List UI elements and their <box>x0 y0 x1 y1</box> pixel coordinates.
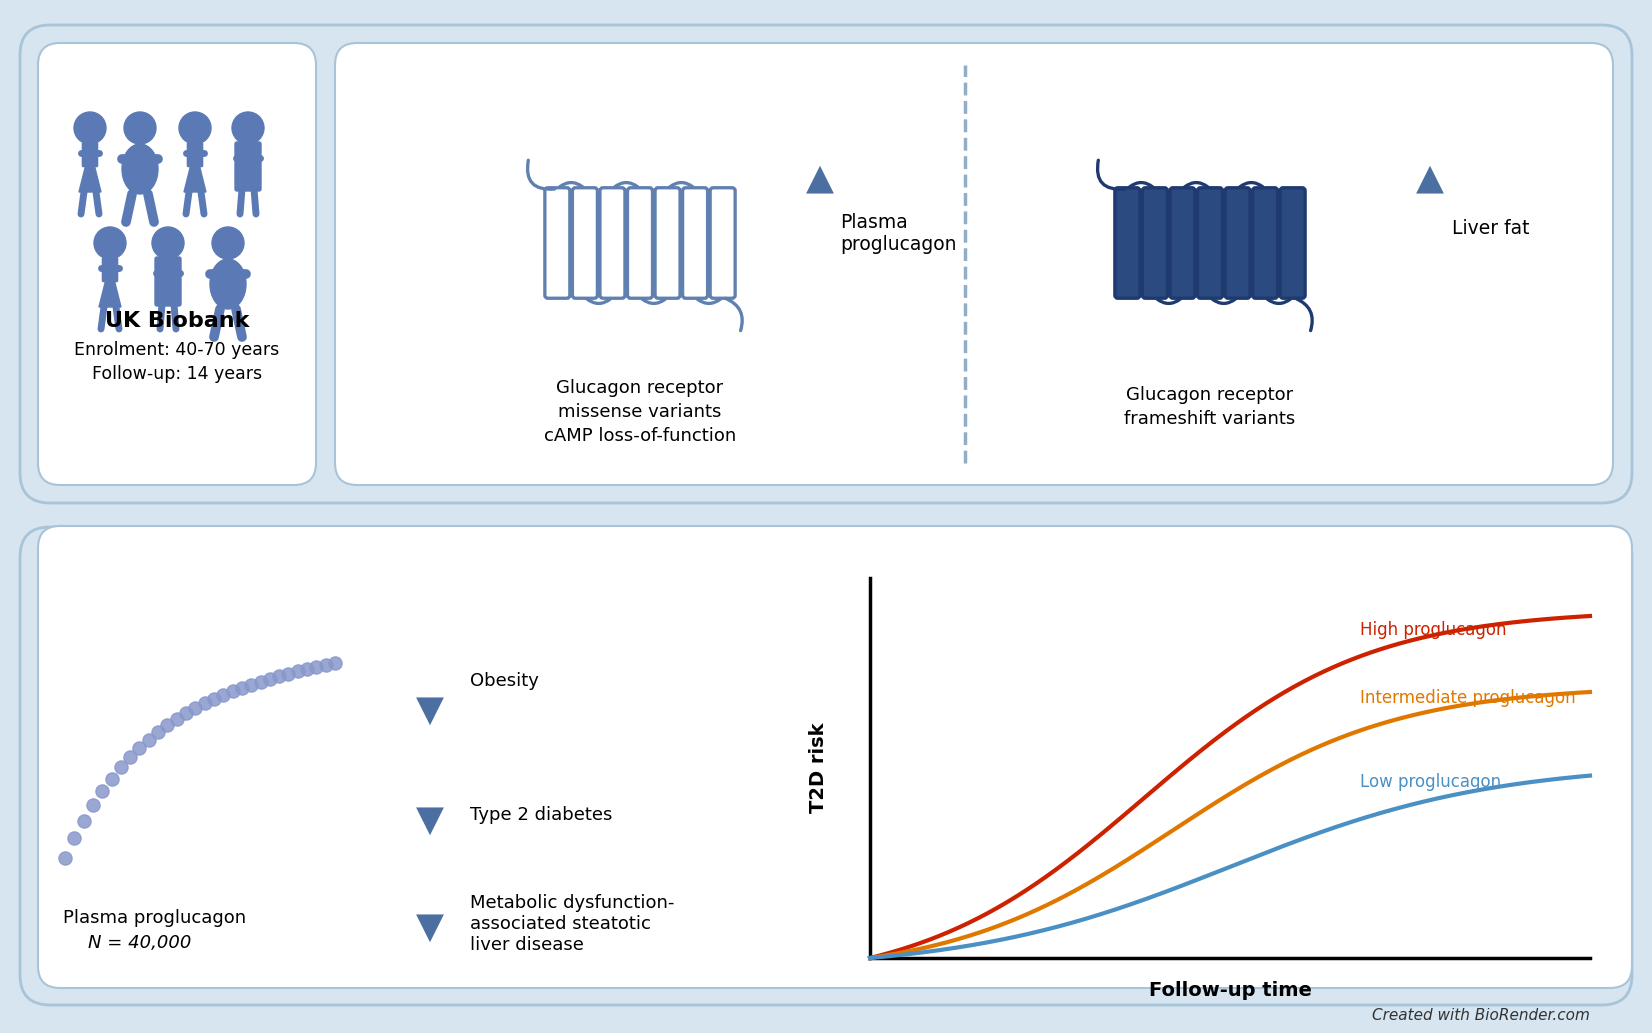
FancyBboxPatch shape <box>155 257 182 306</box>
Circle shape <box>94 227 126 259</box>
Point <box>322 655 349 671</box>
Polygon shape <box>183 165 206 192</box>
Text: Type 2 diabetes: Type 2 diabetes <box>471 807 613 824</box>
Point <box>220 683 246 699</box>
Point <box>61 831 88 847</box>
Polygon shape <box>99 281 121 307</box>
Circle shape <box>231 112 264 144</box>
Point <box>304 659 330 676</box>
Point <box>228 680 254 696</box>
Text: High proglucagon: High proglucagon <box>1360 621 1507 638</box>
FancyBboxPatch shape <box>1280 188 1305 299</box>
Circle shape <box>152 227 183 259</box>
FancyBboxPatch shape <box>1252 188 1277 299</box>
FancyBboxPatch shape <box>38 43 316 486</box>
Point <box>284 663 311 680</box>
Text: Glucagon receptor: Glucagon receptor <box>557 379 724 397</box>
Point <box>202 691 228 708</box>
Text: Created with BioRender.com: Created with BioRender.com <box>1373 1008 1589 1024</box>
Text: Follow-up time: Follow-up time <box>1148 980 1312 1000</box>
Text: Follow-up: 14 years: Follow-up: 14 years <box>93 365 263 383</box>
Point <box>210 687 236 703</box>
Text: missense variants: missense variants <box>558 403 722 421</box>
Point <box>294 661 320 678</box>
Point <box>182 700 208 717</box>
FancyBboxPatch shape <box>1143 188 1168 299</box>
Point <box>145 724 172 741</box>
Text: Obesity: Obesity <box>471 671 539 689</box>
FancyBboxPatch shape <box>187 143 203 166</box>
Point <box>164 711 190 727</box>
Point <box>51 850 78 867</box>
Ellipse shape <box>122 144 159 194</box>
FancyBboxPatch shape <box>628 188 653 299</box>
Circle shape <box>211 227 244 259</box>
Point <box>154 717 180 733</box>
FancyBboxPatch shape <box>1170 188 1194 299</box>
Point <box>135 731 162 748</box>
FancyBboxPatch shape <box>102 258 117 282</box>
Point <box>89 783 116 800</box>
Polygon shape <box>79 165 101 192</box>
Point <box>99 771 126 787</box>
Point <box>173 706 200 722</box>
Point <box>79 797 106 814</box>
Text: frameshift variants: frameshift variants <box>1125 410 1295 428</box>
Text: Low proglucagon: Low proglucagon <box>1360 774 1500 791</box>
Text: N = 40,000: N = 40,000 <box>88 934 192 952</box>
Point <box>192 695 218 712</box>
Text: cAMP loss-of-function: cAMP loss-of-function <box>544 427 737 445</box>
Point <box>256 670 282 687</box>
Text: Plasma proglucagon: Plasma proglucagon <box>63 909 246 927</box>
FancyBboxPatch shape <box>572 188 598 299</box>
Point <box>248 674 274 690</box>
FancyBboxPatch shape <box>1226 188 1251 299</box>
Ellipse shape <box>210 259 246 309</box>
FancyBboxPatch shape <box>1198 188 1222 299</box>
Text: Enrolment: 40-70 years: Enrolment: 40-70 years <box>74 341 279 359</box>
FancyBboxPatch shape <box>1115 188 1140 299</box>
Text: Intermediate proglucagon: Intermediate proglucagon <box>1360 689 1576 708</box>
Circle shape <box>74 112 106 144</box>
FancyBboxPatch shape <box>38 526 1632 988</box>
Point <box>238 677 264 693</box>
FancyBboxPatch shape <box>656 188 681 299</box>
FancyBboxPatch shape <box>20 527 1632 1005</box>
Text: Plasma
proglucagon: Plasma proglucagon <box>839 213 957 253</box>
Text: Glucagon receptor: Glucagon receptor <box>1127 386 1294 404</box>
Point <box>276 665 302 682</box>
FancyBboxPatch shape <box>20 25 1632 503</box>
Point <box>312 657 339 674</box>
Point <box>126 740 152 756</box>
FancyBboxPatch shape <box>545 188 570 299</box>
FancyBboxPatch shape <box>235 142 261 191</box>
Point <box>117 749 144 765</box>
Text: Liver fat: Liver fat <box>1452 219 1530 238</box>
FancyBboxPatch shape <box>682 188 707 299</box>
FancyBboxPatch shape <box>710 188 735 299</box>
Point <box>71 813 97 829</box>
FancyBboxPatch shape <box>83 143 97 166</box>
Point <box>266 668 292 685</box>
FancyBboxPatch shape <box>600 188 624 299</box>
Circle shape <box>124 112 155 144</box>
Text: Metabolic dysfunction-
associated steatotic
liver disease: Metabolic dysfunction- associated steato… <box>471 895 674 953</box>
FancyBboxPatch shape <box>335 43 1612 486</box>
Point <box>107 759 134 776</box>
Text: T2D risk: T2D risk <box>808 723 828 813</box>
Circle shape <box>178 112 211 144</box>
Text: UK Biobank: UK Biobank <box>104 311 249 331</box>
